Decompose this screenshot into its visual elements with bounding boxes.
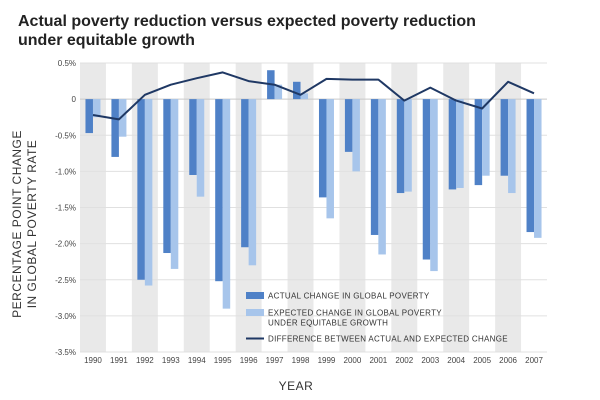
legend-label-expected-line: UNDER EQUITABLE GROWTH bbox=[268, 319, 388, 328]
bar-actual-2002 bbox=[396, 99, 405, 194]
legend-swatch-actual bbox=[246, 292, 264, 299]
x-tick-label: 2002 bbox=[395, 356, 413, 365]
bar-expected-2007 bbox=[534, 99, 542, 238]
x-tick-labels: 1990 1991 1992 1993 1994 1995 1996 1997 1998 1999… bbox=[84, 356, 543, 365]
legend-swatch-expected bbox=[246, 309, 264, 316]
bar-actual-1998 bbox=[293, 81, 301, 100]
y-tick-label: -2.5% bbox=[55, 276, 76, 285]
bar-actual-2004 bbox=[448, 99, 457, 190]
x-tick-label: 1997 bbox=[266, 356, 284, 365]
legend-label-actual: ACTUAL CHANGE IN GLOBAL POVERTY bbox=[268, 292, 430, 301]
bar-actual-1994 bbox=[189, 99, 197, 175]
y-axis-label-line-1: PERCENTAGE POINT CHANGE bbox=[10, 130, 24, 318]
x-tick-label: 1993 bbox=[162, 356, 180, 365]
y-tick-label: 0.5% bbox=[58, 59, 76, 68]
x-tick-label: 2005 bbox=[473, 356, 491, 365]
bar-actual-1999 bbox=[318, 99, 327, 198]
bar-actual-1990 bbox=[85, 99, 93, 134]
x-tick-label: 1996 bbox=[240, 356, 258, 365]
bar-expected-2003 bbox=[430, 99, 438, 272]
bar-actual-2005 bbox=[474, 99, 483, 186]
y-axis-label-line-2: IN GLOBAL POVERTY RATE bbox=[25, 140, 39, 309]
y-tick-label: -3.0% bbox=[55, 312, 76, 321]
x-tick-label: 1991 bbox=[110, 356, 128, 365]
bar-actual-1993 bbox=[163, 99, 171, 254]
legend-label-expected-line: EXPECTED CHANGE IN GLOBAL POVERTY bbox=[268, 309, 442, 318]
y-tick-label: -0.5% bbox=[55, 131, 76, 140]
bar-expected-1996 bbox=[248, 99, 257, 266]
y-tick-label: 0 bbox=[72, 95, 77, 104]
difference-line-layer bbox=[92, 71, 535, 121]
y-tick-label: -1.5% bbox=[55, 204, 76, 213]
bar-actual-2001 bbox=[370, 99, 379, 235]
bar-expected-2002 bbox=[404, 99, 412, 192]
bar-actual-1996 bbox=[241, 99, 249, 248]
legend-label-expected: EXPECTED CHANGE IN GLOBAL POVERTY UNDER E… bbox=[268, 309, 442, 328]
bar-expected-2000 bbox=[352, 99, 360, 172]
bar-expected-2005 bbox=[482, 99, 490, 176]
x-tick-label: 1994 bbox=[188, 356, 206, 365]
bar-expected-1993 bbox=[170, 99, 179, 269]
bar-expected-1994 bbox=[196, 99, 205, 197]
chart-title-line-2: under equitable growth bbox=[18, 32, 195, 49]
x-tick-label: 2004 bbox=[447, 356, 465, 365]
bar-expected-2006 bbox=[508, 99, 516, 194]
x-tick-label: 2000 bbox=[344, 356, 362, 365]
bar-expected-1991 bbox=[118, 99, 127, 137]
bar-actual-1995 bbox=[215, 99, 223, 282]
bars bbox=[85, 70, 542, 309]
x-tick-label: 2003 bbox=[421, 356, 439, 365]
bar-actual-2003 bbox=[422, 99, 431, 260]
gridlines bbox=[80, 62, 547, 353]
legend: ACTUAL CHANGE IN GLOBAL POVERTY EXPECTED… bbox=[246, 292, 508, 344]
plot-area: 0.5% 0 -0.5% -1.0% -1.5% -2.0% -2.5% -3.0% -3.5%… bbox=[55, 59, 547, 365]
bar-expected-1998 bbox=[300, 93, 309, 100]
x-tick-label: 1992 bbox=[136, 356, 154, 365]
x-tick-label: 1995 bbox=[214, 356, 232, 365]
bar-actual-2006 bbox=[500, 99, 509, 176]
y-tick-label: -3.5% bbox=[55, 348, 76, 357]
y-tick-labels: 0.5% 0 -0.5% -1.0% -1.5% -2.0% -2.5% -3.0% -3.5% bbox=[55, 59, 76, 357]
x-tick-label: 2006 bbox=[499, 356, 517, 365]
bar-actual-1991 bbox=[111, 99, 119, 157]
y-tick-label: -1.0% bbox=[55, 167, 76, 176]
bar-expected-1992 bbox=[144, 99, 153, 286]
bar-expected-1999 bbox=[326, 99, 334, 219]
bar-expected-2004 bbox=[456, 99, 464, 188]
bar-actual-2000 bbox=[344, 99, 353, 152]
x-tick-label: 2007 bbox=[525, 356, 543, 365]
x-tick-label: 1999 bbox=[318, 356, 336, 365]
bar-actual-1992 bbox=[137, 99, 145, 280]
bar-actual-2007 bbox=[526, 99, 535, 233]
bar-expected-1997 bbox=[274, 84, 283, 100]
x-axis-label: YEAR bbox=[279, 379, 314, 393]
bar-expected-1995 bbox=[222, 99, 231, 309]
x-tick-label: 1990 bbox=[84, 356, 102, 365]
y-tick-label: -2.0% bbox=[55, 240, 76, 249]
bar-expected-2001 bbox=[378, 99, 386, 255]
difference-line bbox=[92, 71, 535, 121]
x-tick-label: 1998 bbox=[292, 356, 310, 365]
bar-expected-1990 bbox=[92, 99, 101, 118]
x-tick-label: 2001 bbox=[369, 356, 387, 365]
chart-title-line-1: Actual poverty reduction versus expected… bbox=[18, 13, 476, 30]
legend-label-difference: DIFFERENCE BETWEEN ACTUAL AND EXPECTED C… bbox=[268, 335, 508, 344]
